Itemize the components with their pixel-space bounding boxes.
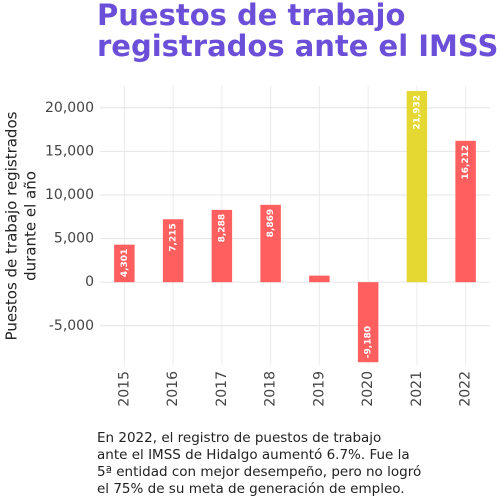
x-tick-label: 2019: [311, 371, 327, 407]
value-label: 21,932: [412, 95, 422, 130]
value-label: 8,288: [217, 214, 227, 242]
bar: [455, 140, 476, 283]
x-tick-label: 2022: [458, 371, 474, 407]
chart-title: Puestos de trabajo: [97, 0, 405, 32]
bar: [162, 219, 184, 283]
y-axis-label: Puestos de trabajo registrados: [3, 111, 21, 340]
y-tick-label: 20,000: [45, 100, 94, 116]
value-label: 8,869: [266, 209, 276, 237]
x-tick-label: 2020: [360, 371, 376, 407]
caption: el 75% de su meta de generación de emple…: [97, 481, 405, 497]
x-tick-label: 2017: [214, 371, 230, 407]
value-label: 4,301: [120, 249, 130, 277]
y-tick-label: -5,000: [49, 318, 94, 334]
y-tick-label: 5,000: [54, 231, 94, 247]
y-tick-label: 10,000: [45, 187, 94, 203]
x-tick-label: 2015: [116, 371, 132, 407]
bar: [114, 244, 135, 283]
x-tick-label: 2018: [263, 371, 279, 407]
bar: [406, 90, 428, 283]
value-label: 7,215: [169, 223, 179, 251]
y-tick-label: 15,000: [45, 143, 94, 159]
bar: [357, 282, 379, 363]
y-tick-label: 0: [85, 274, 94, 290]
caption: 5ª entidad con mejor desempeño, pero no …: [97, 464, 421, 480]
bar: [211, 209, 233, 283]
x-tick-label: 2016: [165, 371, 181, 407]
caption: ante el IMSS de Hidalgo aumentó 6.7%. Fu…: [97, 447, 410, 463]
chart-title: registrados ante el IMSS: [97, 29, 498, 63]
bar: [309, 275, 330, 283]
value-label: -9,180: [364, 326, 374, 358]
x-tick-label: 2021: [409, 371, 425, 407]
y-axis-label: durante el año: [22, 171, 40, 281]
value-label: 16,212: [461, 145, 471, 180]
caption: En 2022, el registro de puestos de traba…: [97, 430, 381, 446]
bar: [260, 204, 281, 283]
